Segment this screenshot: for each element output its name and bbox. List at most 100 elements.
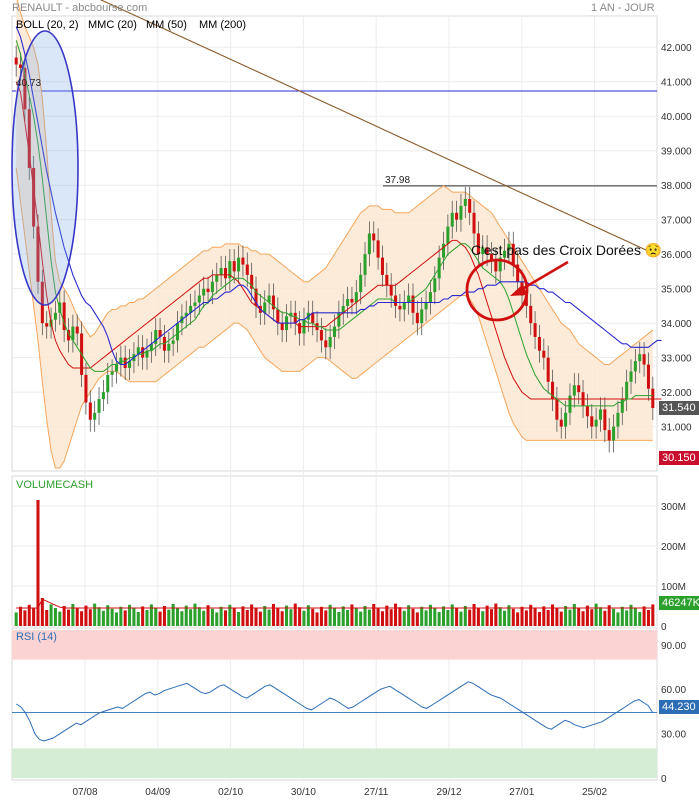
candle-body <box>542 350 546 358</box>
volume-bar <box>289 609 293 626</box>
candle-body <box>215 274 219 282</box>
legend-mm200: MM (200) <box>199 19 247 31</box>
price-tick-label: 37.000 <box>661 216 692 227</box>
volume-bar <box>485 605 489 626</box>
rsi-label: RSI (14) <box>16 631 57 643</box>
volume-bar <box>263 606 267 626</box>
annotation-arrowhead <box>510 284 527 296</box>
volume-bar <box>359 611 363 626</box>
candle-body <box>489 254 494 262</box>
candle-body <box>446 226 450 244</box>
volume-bar <box>114 612 118 626</box>
volume-bar <box>315 612 319 626</box>
volume-bar <box>572 604 576 626</box>
time-tick-label: 25/02 <box>582 787 607 798</box>
candle-body <box>629 371 633 382</box>
volume-bar <box>40 598 44 626</box>
volume-bar <box>337 612 341 626</box>
volume-bar <box>123 610 127 626</box>
candle-body <box>158 330 162 337</box>
candle-body <box>71 326 75 341</box>
volume-bar <box>319 606 323 626</box>
candle-body <box>585 405 589 417</box>
price-tick-label: 38.000 <box>661 181 692 192</box>
time-tick-label: 27/01 <box>509 787 534 798</box>
price-tick-label: 39.000 <box>661 147 692 158</box>
volume-bar <box>424 610 428 626</box>
candle-body <box>607 430 611 441</box>
candle-body <box>424 302 428 310</box>
candle-body <box>363 254 367 275</box>
annotation-circle <box>465 258 529 322</box>
volume-bar <box>476 607 480 626</box>
volume-bar <box>415 612 419 626</box>
volume-bar <box>84 605 88 626</box>
candle-body <box>245 264 249 275</box>
volume-bar <box>223 610 228 626</box>
volume-bar <box>529 604 533 626</box>
volume-bar <box>638 612 642 626</box>
candle-body <box>402 302 406 310</box>
candle-body <box>175 323 180 341</box>
volume-bar <box>524 610 528 626</box>
candle-body <box>241 257 245 265</box>
volume-bar <box>254 608 258 626</box>
volume-bar <box>489 609 494 626</box>
volume-bar <box>311 608 315 626</box>
volume-bar <box>324 610 328 626</box>
candle-body <box>337 312 341 327</box>
volume-bar <box>58 611 62 626</box>
volume-bar <box>62 606 66 626</box>
candle-body <box>433 278 437 293</box>
volume-bar <box>332 608 337 626</box>
volume-bar <box>258 611 262 626</box>
volume-bar <box>441 606 446 626</box>
volume-bar <box>507 605 511 626</box>
volume-bar <box>577 607 581 626</box>
volume-bar <box>71 604 75 626</box>
candle-body <box>88 402 92 420</box>
candle-body <box>250 274 254 289</box>
candle-body <box>106 374 110 393</box>
volume-bar <box>437 612 441 626</box>
mm20-line <box>15 81 662 400</box>
volume-bar <box>367 609 371 626</box>
candle-body <box>612 426 616 441</box>
candle-body <box>332 326 337 337</box>
volume-bar <box>542 606 546 626</box>
price-tick-label: 34.000 <box>661 319 692 330</box>
candle-body <box>293 312 297 324</box>
candle-body <box>93 412 97 420</box>
volume-bar <box>551 604 555 626</box>
volume-average-line <box>16 598 653 609</box>
candle-body <box>394 295 398 306</box>
volume-bar <box>189 609 193 626</box>
volume-bar <box>14 612 18 626</box>
candle-body <box>546 357 550 382</box>
price-tick-label: 40.000 <box>661 112 692 123</box>
volume-bar <box>450 604 454 626</box>
candle-body <box>210 281 214 293</box>
volume-bar <box>154 608 158 626</box>
volume-bar <box>559 611 563 626</box>
volume-bar <box>620 606 624 626</box>
level-black-label: 37.98 <box>385 175 411 186</box>
volume-bar <box>250 604 254 626</box>
candle-body <box>289 312 293 317</box>
candle-body <box>472 212 476 234</box>
mm50-line <box>15 26 662 366</box>
candle-body <box>350 299 354 303</box>
candle-body <box>154 330 158 344</box>
volume-bar <box>433 608 437 626</box>
level-blue-label: 40.73 <box>16 78 42 89</box>
candle-body <box>651 388 655 408</box>
volume-bar <box>53 608 57 626</box>
candle-body <box>141 347 145 358</box>
rsi-tick-label: 30.00 <box>661 730 686 741</box>
candle-body <box>511 243 515 265</box>
candle-body <box>267 295 271 303</box>
time-tick-label: 30/10 <box>291 787 316 798</box>
volume-bar <box>171 604 175 626</box>
volume-bar <box>398 607 402 626</box>
